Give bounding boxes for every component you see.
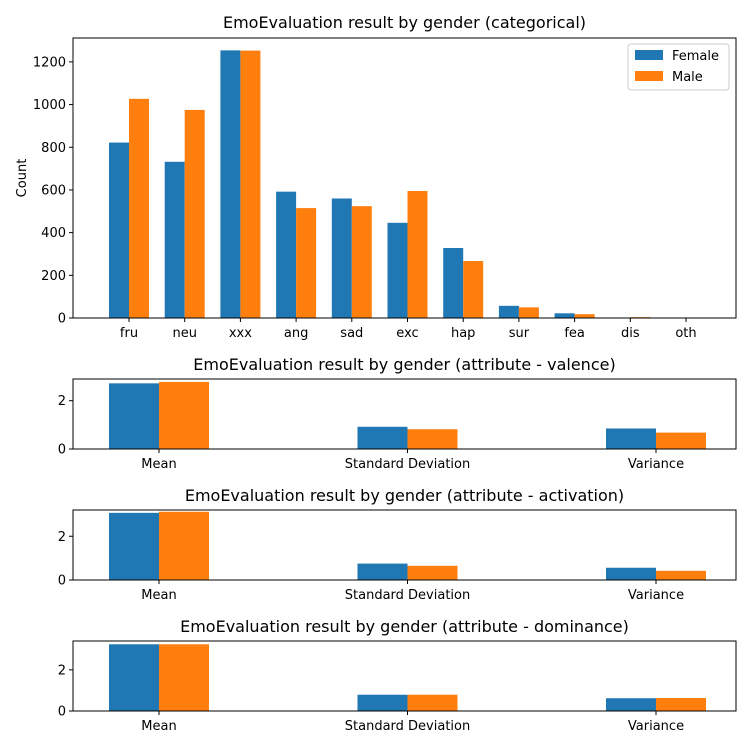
chart-panel-3: EmoEvaluation result by gender (attribut… bbox=[58, 486, 737, 603]
chart-title: EmoEvaluation result by gender (categori… bbox=[223, 13, 586, 32]
x-tick-label: fea bbox=[564, 326, 585, 341]
bar-male-mean bbox=[159, 511, 209, 580]
x-tick-label: fru bbox=[120, 326, 138, 341]
y-tick-label: 400 bbox=[41, 226, 66, 241]
bar-male-fru bbox=[129, 98, 149, 318]
x-tick-label: Variance bbox=[628, 457, 684, 472]
y-tick-label: 2 bbox=[58, 530, 66, 545]
bar-female-fea bbox=[554, 313, 575, 318]
bar-male-exc bbox=[407, 191, 428, 318]
bar-female-mean bbox=[109, 644, 159, 711]
bar-female-xxx bbox=[220, 50, 241, 318]
y-tick-label: 1200 bbox=[33, 55, 66, 70]
bar-female-mean bbox=[109, 512, 159, 580]
bar-male-ang bbox=[296, 208, 317, 318]
legend-label-female: Female bbox=[672, 49, 719, 64]
bar-female-fru bbox=[109, 142, 129, 318]
bar-male-variance bbox=[656, 432, 706, 449]
bar-female-exc bbox=[387, 222, 408, 318]
x-tick-label: Standard Deviation bbox=[345, 588, 470, 603]
legend: Female Male bbox=[627, 43, 730, 91]
chart-title: EmoEvaluation result by gender (attribut… bbox=[185, 486, 624, 505]
axes-frame bbox=[72, 378, 737, 450]
bar-male-sad bbox=[351, 206, 372, 318]
x-tick-label: ang bbox=[284, 326, 308, 341]
bar-female-standard-deviation bbox=[357, 563, 408, 580]
bar-male-standard-deviation bbox=[407, 565, 458, 580]
x-tick-label: sad bbox=[340, 326, 363, 341]
legend-swatch-female bbox=[635, 50, 663, 60]
bar-female-variance bbox=[606, 567, 656, 580]
x-tick-label: oth bbox=[675, 326, 696, 341]
bar-male-variance bbox=[656, 570, 706, 580]
x-tick-label: hap bbox=[451, 326, 475, 341]
bar-female-variance bbox=[606, 428, 656, 449]
chart-panel-4: EmoEvaluation result by gender (attribut… bbox=[58, 617, 737, 734]
bar-male-variance bbox=[656, 698, 706, 711]
y-tick-label: 0 bbox=[58, 312, 66, 327]
bar-female-mean bbox=[109, 383, 159, 449]
axes-frame bbox=[72, 37, 737, 319]
x-tick-label: Variance bbox=[628, 719, 684, 734]
chart-title: EmoEvaluation result by gender (attribut… bbox=[180, 617, 629, 636]
chart-panel-2: EmoEvaluation result by gender (attribut… bbox=[58, 355, 737, 472]
bar-male-standard-deviation bbox=[407, 694, 458, 711]
y-tick-label: 2 bbox=[58, 663, 66, 678]
bar-male-neu bbox=[184, 109, 205, 318]
axes-frame bbox=[72, 640, 737, 712]
chart-title: EmoEvaluation result by gender (attribut… bbox=[193, 355, 615, 374]
x-tick-label: Standard Deviation bbox=[345, 457, 470, 472]
y-tick-label: 600 bbox=[41, 183, 66, 198]
bar-female-standard-deviation bbox=[357, 694, 408, 711]
legend-label-male: Male bbox=[672, 70, 703, 85]
bar-male-sur bbox=[518, 307, 539, 318]
y-tick-label: 2 bbox=[58, 394, 66, 409]
legend-swatch-male bbox=[635, 71, 663, 81]
y-tick-label: 0 bbox=[58, 574, 66, 589]
y-tick-label: 200 bbox=[41, 269, 66, 284]
bar-female-sad bbox=[331, 198, 352, 318]
x-tick-label: xxx bbox=[229, 326, 252, 341]
y-tick-label: 0 bbox=[58, 705, 66, 720]
x-tick-label: dis bbox=[621, 326, 640, 341]
y-tick-label: 800 bbox=[41, 141, 66, 156]
bar-female-hap bbox=[443, 248, 464, 318]
x-tick-label: sur bbox=[509, 326, 530, 341]
x-tick-label: Variance bbox=[628, 588, 684, 603]
bar-male-mean bbox=[159, 381, 209, 449]
bar-female-variance bbox=[606, 698, 656, 711]
y-tick-label: 0 bbox=[58, 443, 66, 458]
x-tick-label: neu bbox=[172, 326, 196, 341]
bar-male-standard-deviation bbox=[407, 429, 458, 449]
x-tick-label: Mean bbox=[141, 719, 176, 734]
bar-female-sur bbox=[498, 305, 519, 318]
bar-male-mean bbox=[159, 644, 209, 711]
bar-female-standard-deviation bbox=[357, 426, 408, 449]
y-tick-label: 1000 bbox=[33, 98, 66, 113]
bar-male-fea bbox=[574, 314, 595, 318]
bar-female-neu bbox=[164, 161, 185, 318]
bar-male-hap bbox=[463, 261, 484, 318]
x-tick-label: Mean bbox=[141, 457, 176, 472]
chart-panel-1: EmoEvaluation result by gender (categori… bbox=[15, 13, 737, 341]
bar-female-ang bbox=[276, 191, 297, 318]
axes-frame bbox=[72, 509, 737, 581]
x-tick-label: Standard Deviation bbox=[345, 719, 470, 734]
y-axis-label: Count bbox=[15, 159, 30, 198]
x-tick-label: Mean bbox=[141, 588, 176, 603]
bar-male-xxx bbox=[240, 50, 261, 319]
x-tick-label: exc bbox=[396, 326, 418, 341]
